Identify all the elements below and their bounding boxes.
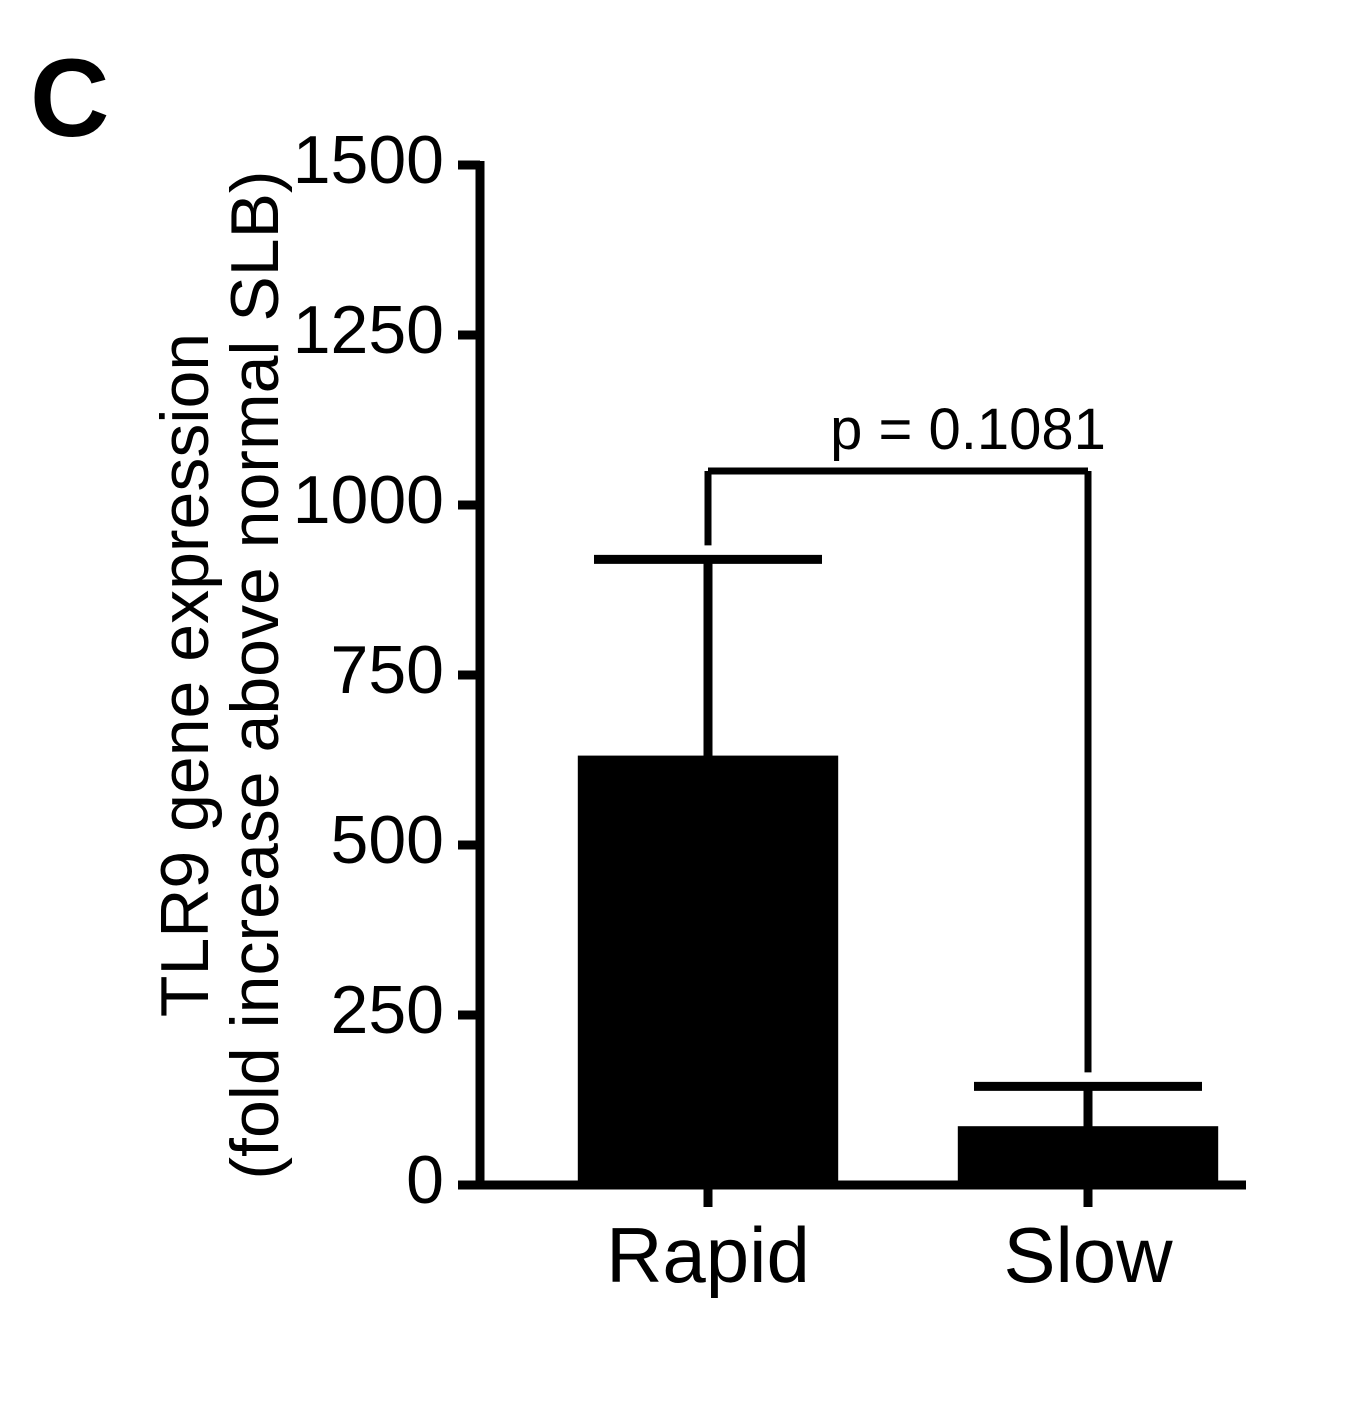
y-axis-title-line2: (fold increase above normal SLB) — [217, 170, 293, 1179]
chart-background — [130, 60, 1330, 1400]
bar-slow — [959, 1127, 1217, 1185]
y-tick-label: 1250 — [293, 292, 444, 368]
panel-label: C — [30, 35, 109, 162]
y-tick-label: 500 — [331, 802, 444, 878]
bar-chart-tlr9: 0 250 500 750 1000 1250 1500 TLR9 gene expressi… — [130, 60, 1330, 1400]
y-tick-label: 750 — [331, 632, 444, 708]
y-tick-label: 1500 — [293, 122, 444, 198]
x-label: Slow — [1003, 1211, 1173, 1299]
y-tick-label: 0 — [406, 1142, 444, 1218]
x-label: Rapid — [606, 1211, 810, 1299]
chart-svg: 0 250 500 750 1000 1250 1500 TLR9 gene expressi… — [130, 60, 1330, 1400]
p-value-label: p = 0.1081 — [830, 397, 1106, 462]
bar-rapid — [579, 757, 837, 1185]
y-tick-label: 1000 — [293, 462, 444, 538]
y-tick-label: 250 — [331, 972, 444, 1048]
y-axis-title-line1: TLR9 gene expression — [147, 333, 223, 1017]
